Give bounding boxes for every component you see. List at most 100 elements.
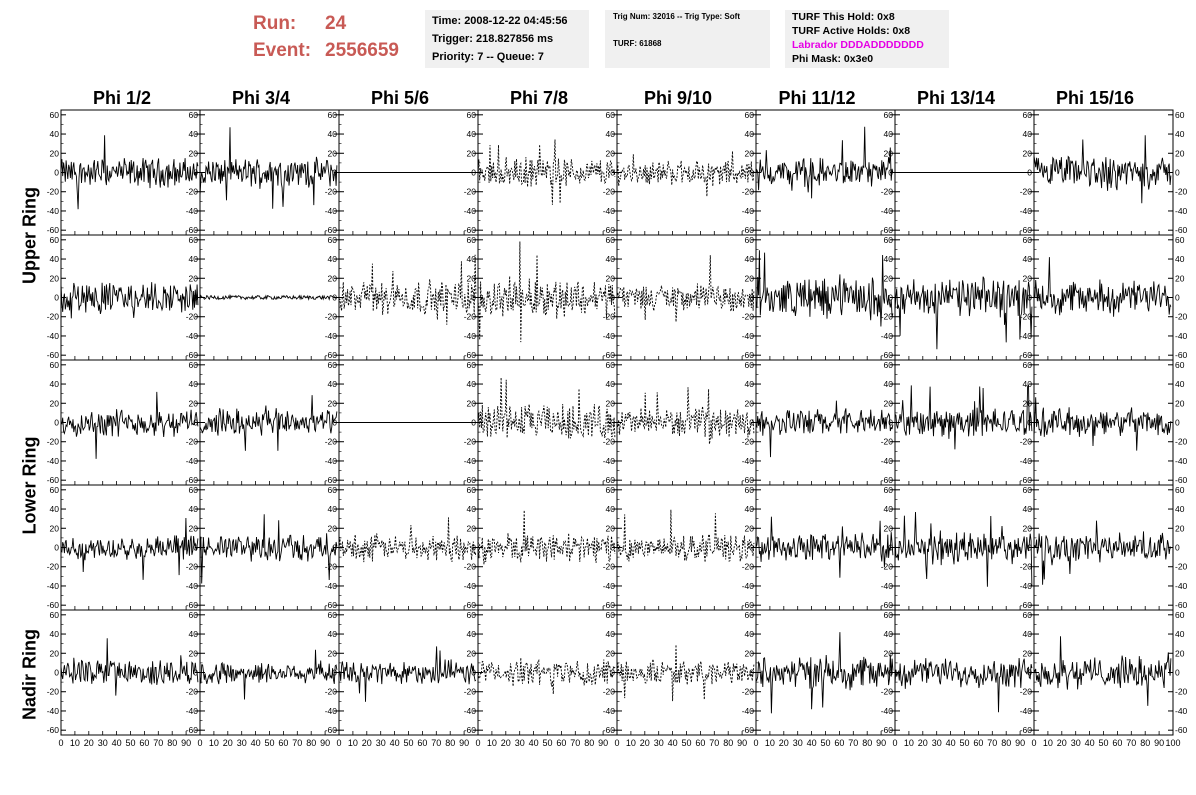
y-tick-label: 60 [1175,485,1185,495]
y-tick-label: 20 [606,398,616,408]
y-tick-label: -40 [464,706,477,716]
y-tick-label: 0 [749,543,754,553]
waveform-trace [616,151,755,197]
y-tick-label: -20 [464,187,477,197]
x-tick-label: 90 [1015,738,1025,748]
x-tick-label: 20 [779,738,789,748]
y-tick-label: 0 [193,543,198,553]
y-tick-label: 20 [189,523,199,533]
x-tick-label: 10 [1043,738,1053,748]
x-tick-label: 20 [1057,738,1067,748]
priority-text: Priority: 7 -- Queue: 7 [432,51,544,63]
y-tick-label: -40 [603,331,616,341]
y-tick-label: 60 [745,610,755,620]
y-tick-label: -20 [742,687,755,697]
y-tick-label: 20 [1023,398,1033,408]
y-tick-label: -20 [325,562,338,572]
x-tick-label: 0 [1031,738,1036,748]
waveform-trace [616,255,755,322]
y-tick-label: 20 [1023,523,1033,533]
y-tick-label: 60 [467,610,477,620]
y-tick-label: -40 [742,456,755,466]
x-tick-label: 100 [1165,738,1180,748]
y-tick-label: 40 [745,629,755,639]
y-tick-label: 0 [471,168,476,178]
y-tick-label: 0 [610,168,615,178]
y-tick-label: 20 [606,148,616,158]
y-tick-label: 0 [332,418,337,428]
run-label: Run: [253,13,297,34]
y-tick-label: 20 [328,273,338,283]
y-tick-label: 20 [606,648,616,658]
x-tick-label: 70 [153,738,163,748]
x-tick-label: 80 [306,738,316,748]
y-tick-label: 20 [328,523,338,533]
x-tick-label: 0 [614,738,619,748]
y-tick-label: 0 [749,418,754,428]
y-tick-label: 40 [884,129,894,139]
y-tick-label: 20 [745,648,755,658]
x-tick-label: 90 [598,738,608,748]
y-tick-label: -20 [47,562,60,572]
time-info-box: Time: 2008-12-22 04:45:56 Trigger: 218.8… [425,10,589,68]
y-tick-label: 0 [610,668,615,678]
y-tick-label: -60 [325,350,338,360]
y-tick-label: 60 [50,360,60,370]
y-tick-label: -20 [1175,687,1188,697]
x-tick-label: 10 [70,738,80,748]
y-tick-label: -40 [47,456,60,466]
y-tick-label: -60 [1020,225,1033,235]
y-tick-label: 0 [610,418,615,428]
y-tick-label: 0 [888,543,893,553]
y-tick-label: 0 [1175,543,1180,553]
y-tick-label: 60 [745,485,755,495]
column-header-phi-11-12: Phi 11/12 [778,88,856,108]
y-tick-label: 20 [467,648,477,658]
waveform-trace [755,126,894,199]
x-tick-label: 40 [112,738,122,748]
y-tick-label: -60 [1175,475,1188,485]
panel-frame [338,484,479,611]
y-tick-label: -20 [1175,312,1188,322]
y-tick-label: 20 [1175,523,1185,533]
y-tick-label: 20 [467,523,477,533]
y-tick-label: -20 [186,562,199,572]
y-tick-label: -40 [742,581,755,591]
y-tick-label: 0 [1175,168,1180,178]
x-tick-label: 30 [793,738,803,748]
turf-info-box: TURF This Hold: 0x8 TURF Active Holds: 0… [785,10,949,68]
y-tick-label: -20 [742,187,755,197]
y-tick-label: -60 [1175,725,1188,735]
x-tick-label: 20 [362,738,372,748]
y-tick-label: 60 [328,110,338,120]
y-tick-label: 0 [1027,668,1032,678]
labrador-text: Labrador DDDADDDDDDD [792,39,924,51]
waveform-trace [199,395,338,451]
y-tick-label: -40 [603,706,616,716]
y-tick-label: 0 [749,168,754,178]
y-tick-label: -20 [881,312,894,322]
y-tick-label: 40 [328,504,338,514]
x-tick-label: 70 [570,738,580,748]
y-tick-label: -60 [742,225,755,235]
y-tick-label: -40 [1175,456,1188,466]
y-tick-label: -40 [325,331,338,341]
x-tick-label: 30 [98,738,108,748]
waveform-trace [616,644,755,702]
panel-frame [477,359,618,486]
y-tick-label: -20 [881,687,894,697]
y-tick-label: -20 [1175,437,1188,447]
waveform-trace [755,516,894,578]
x-tick-label: 60 [417,738,427,748]
waveform-trace [477,510,616,565]
trigger-text: Trigger: 218.827856 ms [432,33,554,45]
y-tick-label: 40 [606,129,616,139]
y-tick-label: 20 [328,398,338,408]
y-tick-label: -60 [603,225,616,235]
x-tick-label: 90 [876,738,886,748]
y-tick-label: -60 [881,225,894,235]
y-tick-label: 40 [1023,629,1033,639]
y-tick-label: 20 [1175,148,1185,158]
y-tick-label: -60 [742,725,755,735]
x-tick-label: 60 [834,738,844,748]
